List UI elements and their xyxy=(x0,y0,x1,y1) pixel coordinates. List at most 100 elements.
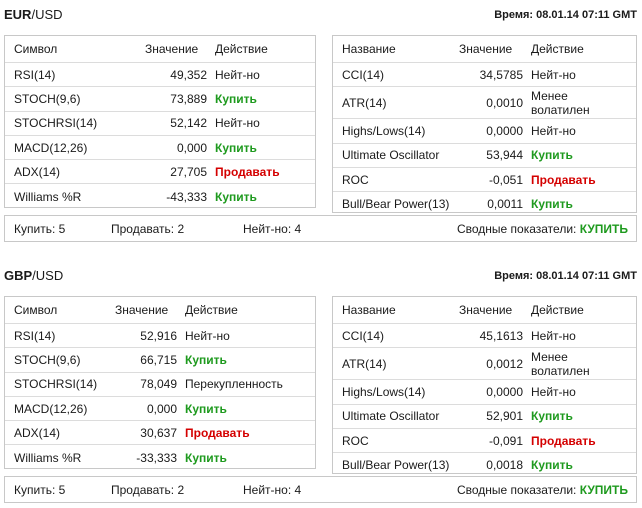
indicator-action: Нейт-но xyxy=(531,384,576,399)
table-row: STOCHRSI(14) 78,049 Перекупленность xyxy=(5,373,315,397)
table-row: ATR(14) 0,0012 Менее волатилен xyxy=(333,348,636,381)
summary-final-label: Сводные показатели: xyxy=(456,482,577,497)
summary-bar: Купить: 5 Продавать: 2 Нейт-но: 4 Сводны… xyxy=(4,476,637,503)
table-row: ADX(14) 27,705 Продавать xyxy=(5,160,315,185)
indicator-name[interactable]: CCI(14) xyxy=(342,328,385,343)
indicator-value: 0,000 xyxy=(176,140,207,155)
col-header-action: Действие xyxy=(531,42,584,56)
col-header-value: Значение xyxy=(115,303,169,317)
indicator-name[interactable]: ROC xyxy=(342,433,369,448)
indicator-name[interactable]: RSI(14) xyxy=(14,328,56,343)
indicator-action: Нейт-но xyxy=(215,67,260,82)
col-header-symbol: Символ xyxy=(14,303,58,317)
indicator-action: Купить xyxy=(215,140,257,155)
table-row: ATR(14) 0,0010 Менее волатилен xyxy=(333,87,636,120)
indicator-name[interactable]: Bull/Bear Power(13) xyxy=(342,197,450,212)
indicator-name[interactable]: STOCH(9,6) xyxy=(14,352,81,367)
table-row: Ultimate Oscillator 53,944 Купить xyxy=(333,144,636,168)
pair-title[interactable]: EUR/USD xyxy=(4,7,63,22)
col-header-action: Действие xyxy=(531,303,584,317)
indicator-action: Менее волатилен xyxy=(531,349,590,378)
indicator-name[interactable]: ATR(14) xyxy=(342,95,387,110)
indicator-value: -0,051 xyxy=(488,172,523,187)
table-header: Символ Значение Действие xyxy=(5,297,315,324)
pair-block-gbpusd: GBP/USD Время: 08.01.14 07:11 GMT Символ… xyxy=(0,261,642,507)
indicator-value: 0,0000 xyxy=(486,384,523,399)
table-row: Bull/Bear Power(13) 0,0011 Купить xyxy=(333,192,636,216)
col-header-name: Название xyxy=(342,303,396,317)
indicator-value: 0,000 xyxy=(146,401,177,416)
indicator-action: Продавать xyxy=(531,433,596,448)
col-header-name: Название xyxy=(342,42,396,56)
table-row: ADX(14) 30,637 Продавать xyxy=(5,421,315,446)
pair-quote: /USD xyxy=(31,7,63,22)
indicator-name[interactable]: Bull/Bear Power(13) xyxy=(342,458,450,473)
summary-sell-count: Продавать: 2 xyxy=(111,482,185,497)
summary-sell-count: Продавать: 2 xyxy=(111,221,185,236)
table-row: RSI(14) 49,352 Нейт-но xyxy=(5,63,315,88)
indicator-name[interactable]: MACD(12,26) xyxy=(14,140,88,155)
indicator-name[interactable]: Ultimate Oscillator xyxy=(342,148,440,163)
table-row: STOCH(9,6) 73,889 Купить xyxy=(5,87,315,112)
indicator-value: 66,715 xyxy=(140,352,177,367)
summary-buy-count: Купить: 5 xyxy=(14,221,66,236)
table-row: RSI(14) 52,916 Нейт-но xyxy=(5,324,315,349)
table-row: Ultimate Oscillator 52,901 Купить xyxy=(333,405,636,429)
indicator-name[interactable]: Williams %R xyxy=(14,450,82,465)
col-header-value: Значение xyxy=(459,303,513,317)
table-row: STOCHRSI(14) 52,142 Нейт-но xyxy=(5,112,315,136)
summary-final: Сводные показатели: КУПИТЬ xyxy=(457,216,628,241)
indicator-name[interactable]: STOCH(9,6) xyxy=(14,91,81,106)
indicator-name[interactable]: Highs/Lows(14) xyxy=(342,384,426,399)
indicator-name[interactable]: ADX(14) xyxy=(14,164,61,179)
table-row: Williams %R -43,333 Купить xyxy=(5,184,315,208)
indicator-value: 0,0018 xyxy=(486,458,523,473)
indicator-action: Купить xyxy=(531,409,573,424)
update-time: Время: 08.01.14 07:11 GMT xyxy=(494,270,637,282)
indicator-value: 30,637 xyxy=(140,425,177,440)
summary-final-value: КУПИТЬ xyxy=(579,482,628,497)
indicator-value: 0,0011 xyxy=(487,197,523,212)
indicator-action: Продавать xyxy=(531,172,596,187)
table-row: MACD(12,26) 0,000 Купить xyxy=(5,136,315,161)
indicator-name[interactable]: Highs/Lows(14) xyxy=(342,123,426,138)
table-row: Highs/Lows(14) 0,0000 Нейт-но xyxy=(333,380,636,405)
indicator-value: 34,5785 xyxy=(479,67,523,82)
indicator-action: Менее волатилен xyxy=(531,88,590,117)
indicator-action: Купить xyxy=(185,450,227,465)
pair-title[interactable]: GBP/USD xyxy=(4,268,63,283)
pair-quote: /USD xyxy=(32,268,64,283)
indicator-value: 52,916 xyxy=(140,328,177,343)
col-header-value: Значение xyxy=(459,42,513,56)
table-row: STOCH(9,6) 66,715 Купить xyxy=(5,348,315,373)
table-row: CCI(14) 45,1613 Нейт-но xyxy=(333,324,636,349)
indicator-name[interactable]: STOCHRSI(14) xyxy=(14,377,98,392)
col-header-action: Действие xyxy=(185,303,238,317)
indicator-value: 0,0010 xyxy=(486,95,523,110)
summary-neutral-count: Нейт-но: 4 xyxy=(243,221,302,236)
indicator-name[interactable]: ATR(14) xyxy=(342,356,387,371)
indicator-name[interactable]: MACD(12,26) xyxy=(14,401,88,416)
indicator-action: Купить xyxy=(215,91,257,106)
summary-bar: Купить: 5 Продавать: 2 Нейт-но: 4 Сводны… xyxy=(4,215,637,242)
indicator-value: -0,091 xyxy=(488,433,523,448)
summary-final-value: КУПИТЬ xyxy=(579,221,628,236)
indicator-name[interactable]: ADX(14) xyxy=(14,425,61,440)
pair-header: EUR/USD Время: 08.01.14 07:11 GMT xyxy=(0,0,642,30)
table-row: MACD(12,26) 0,000 Купить xyxy=(5,397,315,422)
indicator-value: -33,333 xyxy=(136,450,177,465)
indicator-name[interactable]: CCI(14) xyxy=(342,67,385,82)
indicator-action: Купить xyxy=(531,458,573,473)
indicator-action: Нейт-но xyxy=(531,67,576,82)
indicator-name[interactable]: Williams %R xyxy=(14,189,82,204)
indicators-table-right: Название Значение Действие CCI(14) 45,161… xyxy=(332,296,637,474)
indicator-name[interactable]: Ultimate Oscillator xyxy=(342,409,440,424)
indicator-action: Перекупленность xyxy=(185,377,283,392)
indicator-value: 52,142 xyxy=(170,116,207,131)
summary-neutral-count: Нейт-но: 4 xyxy=(243,482,302,497)
indicator-name[interactable]: ROC xyxy=(342,172,369,187)
table-row: CCI(14) 34,5785 Нейт-но xyxy=(333,63,636,88)
indicator-name[interactable]: RSI(14) xyxy=(14,67,56,82)
indicator-value: -43,333 xyxy=(166,189,207,204)
indicator-name[interactable]: STOCHRSI(14) xyxy=(14,116,98,131)
